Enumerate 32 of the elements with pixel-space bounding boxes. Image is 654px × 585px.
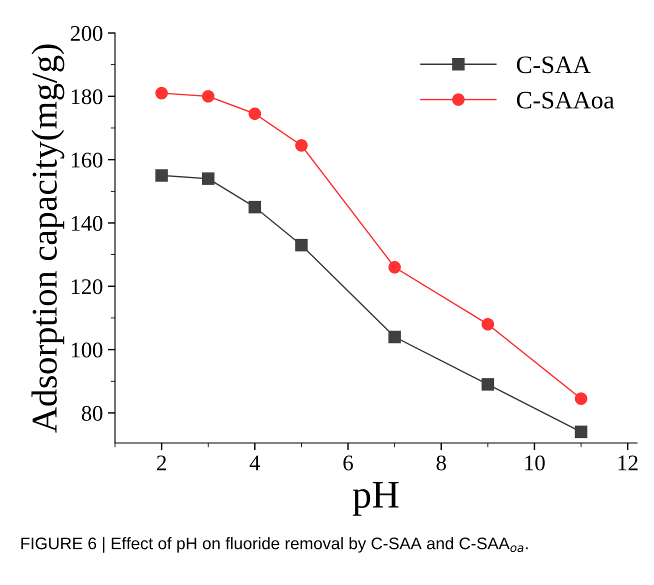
point <box>295 139 308 152</box>
point <box>482 378 494 391</box>
point <box>295 238 308 252</box>
point <box>202 90 214 103</box>
point <box>388 330 401 344</box>
caption: FIGURE 6 | Effect of pH on fluoride removal by C-SAA and C-SAA$_{oa}$. <box>21 537 528 553</box>
y-axis-title: Adsorption capacity(mg/g) <box>31 44 64 433</box>
x-tick-label: 2 <box>157 456 166 470</box>
x-tick-label: 4 <box>250 456 260 470</box>
y-tick-label: 140 <box>72 216 102 231</box>
y-tick-label: 100 <box>72 342 102 358</box>
x-tick-label: 6 <box>343 456 353 470</box>
point <box>155 169 168 182</box>
legend-label: C-SAA <box>516 56 591 74</box>
legend-label: C-SAAoa <box>516 92 614 109</box>
point <box>574 392 588 405</box>
x-tick-label: 8 <box>436 455 446 470</box>
x-tick-label: 10 <box>525 455 545 470</box>
point <box>248 200 262 214</box>
x-axis-title: pH <box>352 482 399 516</box>
point <box>202 172 214 185</box>
y-tick-label: 80 <box>82 406 102 421</box>
point <box>248 107 262 120</box>
x-tick-label: 12 <box>618 456 638 470</box>
point <box>155 86 168 100</box>
y-tick-label: 120 <box>72 279 102 294</box>
point <box>482 318 494 331</box>
y-tick-label: 180 <box>72 89 102 104</box>
y-tick-label: 200 <box>70 26 102 41</box>
point <box>388 261 401 274</box>
y-tick-label: 160 <box>72 152 102 168</box>
point <box>574 426 588 438</box>
